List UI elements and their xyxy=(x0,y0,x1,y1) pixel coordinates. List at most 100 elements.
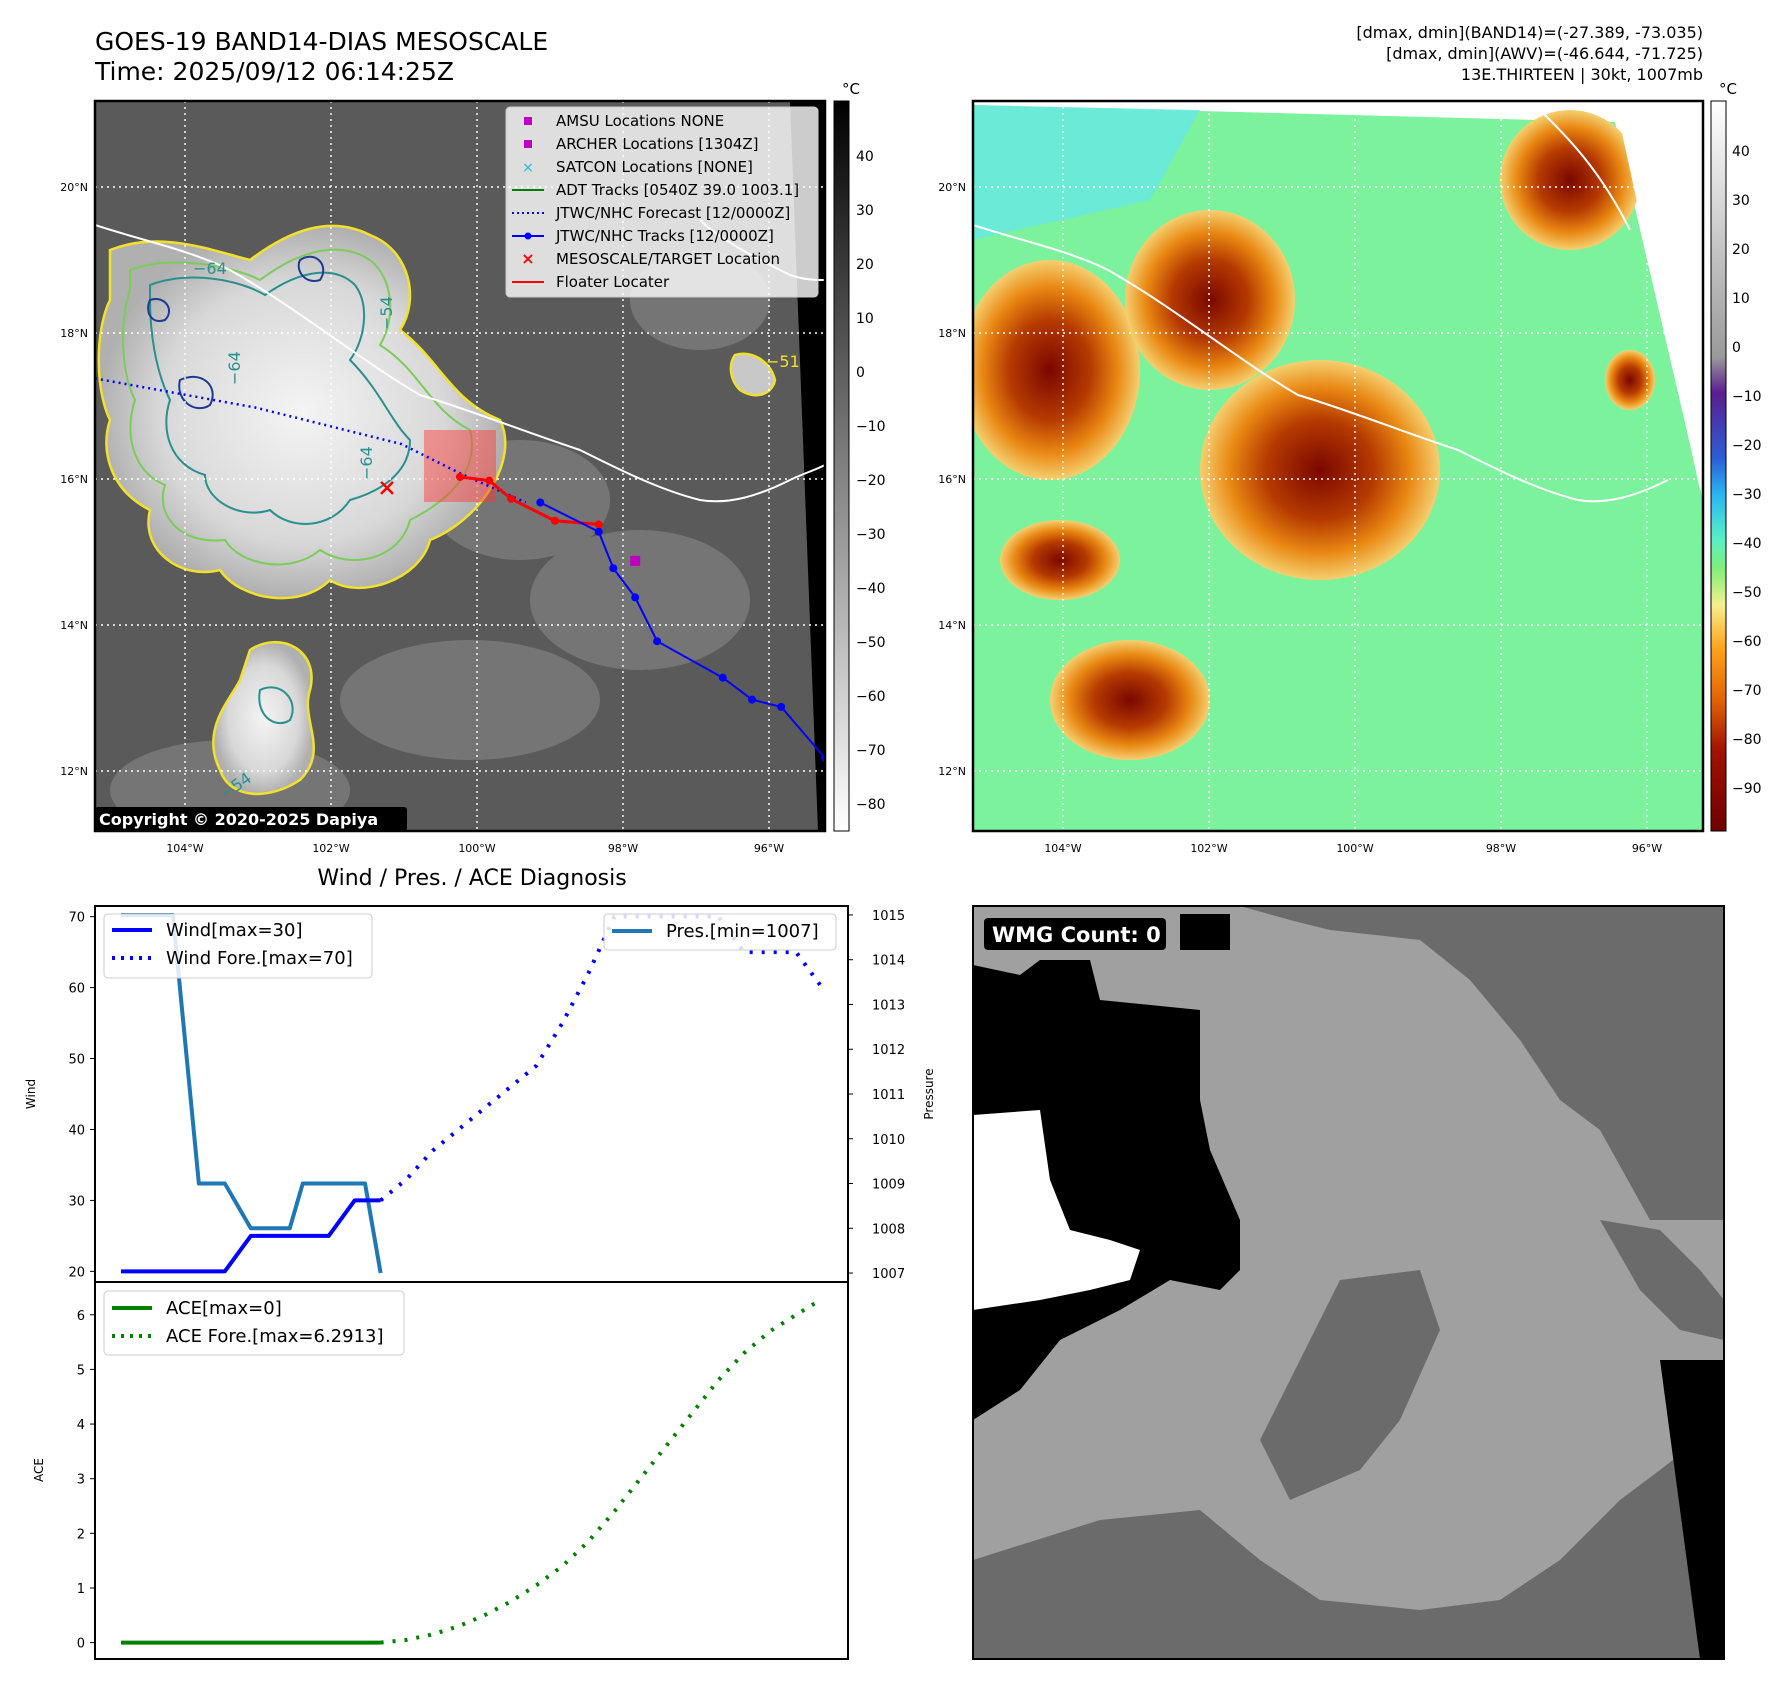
legend-label-floater: Floater Locater xyxy=(556,273,670,291)
legend-label-amsu: AMSU Locations NONE xyxy=(556,112,724,130)
ace-legend: ACE[max=0] ACE Fore.[max=6.2913] xyxy=(103,1290,405,1356)
lat-label: 12°N xyxy=(60,765,88,778)
best-track-point xyxy=(594,527,603,536)
floater-track-point xyxy=(456,472,464,481)
awv-no-data xyxy=(1615,101,1703,490)
lat-label: 20°N xyxy=(938,181,966,194)
contour-label: −51 xyxy=(766,352,800,371)
ir-map-panel: AMSU Locations NONE ARCHER Locations [13… xyxy=(60,80,885,855)
awv-grid xyxy=(973,101,1703,831)
copyright-text: Copyright © 2020-2025 Dapiya xyxy=(99,810,378,829)
colorbar-tick: 20 xyxy=(856,257,874,273)
legend-label-ace: ACE[max=0] xyxy=(166,1298,282,1319)
colorbar-tick: −60 xyxy=(1732,634,1762,650)
colorbar-tick: 30 xyxy=(856,203,874,219)
pressure-axis-label: Pressure xyxy=(922,1068,936,1119)
best-track-point xyxy=(536,498,545,507)
awv-dry-core-west xyxy=(973,260,1140,480)
header: GOES-19 BAND14-DIAS MESOSCALE Time: 2025… xyxy=(94,23,1703,86)
legend-label-adt: ADT Tracks [0540Z 39.0 1003.1] xyxy=(556,181,799,199)
figure-title: GOES-19 BAND14-DIAS MESOSCALE xyxy=(95,27,548,56)
ace-tick-label: 0 xyxy=(77,1637,85,1652)
wmg-frame xyxy=(972,905,1725,1660)
lon-label: 102°W xyxy=(1190,842,1227,855)
wind-legend: Wind[max=30] Wind Fore.[max=70] xyxy=(103,913,373,979)
pressure-tick-label: 1011 xyxy=(872,1088,905,1103)
colorbar-tick: −80 xyxy=(1732,732,1762,748)
legend-label-target: MESOSCALE/TARGET Location xyxy=(556,250,780,268)
ace-tick-label: 1 xyxy=(77,1582,85,1597)
awv-colorbar-unit: °C xyxy=(1719,80,1737,98)
ir-coastline xyxy=(95,224,825,503)
colorbar-tick: −10 xyxy=(856,419,886,435)
band14-range: [dmax, dmin](BAND14)=(-27.389, -73.035) xyxy=(1356,23,1703,42)
diagnosis-title: Wind / Pres. / ACE Diagnosis xyxy=(317,866,626,891)
best-track-point xyxy=(748,695,756,704)
colorbar-tick: −70 xyxy=(856,743,886,759)
ace-axis-label: ACE xyxy=(32,1458,46,1482)
lon-label: 100°W xyxy=(1336,842,1373,855)
ir-map-frame xyxy=(93,99,827,833)
legend-marker-tracks-dot xyxy=(524,232,532,240)
contour-label: −64 xyxy=(193,259,227,278)
lon-label: 104°W xyxy=(166,842,203,855)
best-track-point xyxy=(718,673,727,682)
colorbar-tick: −50 xyxy=(856,635,886,651)
ir-contours xyxy=(122,248,473,725)
legend-label-tracks: JTWC/NHC Tracks [12/0000Z] xyxy=(555,227,774,245)
best-track-point xyxy=(631,593,640,602)
contour-label: −54 xyxy=(377,296,396,330)
ir-floater-box xyxy=(424,430,496,502)
pressure-tick-label: 1013 xyxy=(872,998,905,1013)
pressure-tick-label: 1010 xyxy=(872,1133,905,1148)
wmg-panel: WMG Count: 0 xyxy=(972,905,1725,1660)
awv-dry-core-center xyxy=(1125,210,1295,390)
awv-colorbar-ticks: 40 30 20 10 0 −10 −20 −30 −40 −50 −60 −7… xyxy=(1732,144,1762,797)
wind-tick-label: 70 xyxy=(68,911,85,926)
colorbar-tick: −30 xyxy=(856,527,886,543)
lon-label: 98°W xyxy=(608,842,638,855)
floater-track-point xyxy=(550,516,559,525)
awv-dry-core-south xyxy=(1200,360,1440,580)
best-track-point xyxy=(653,637,662,646)
colorbar-tick: −40 xyxy=(856,581,886,597)
contour-label: −64 xyxy=(225,351,244,385)
wind-forecast-series-line xyxy=(379,914,824,1202)
ir-legend: AMSU Locations NONE ARCHER Locations [13… xyxy=(505,106,819,298)
lon-label: 100°W xyxy=(458,842,495,855)
ir-tracks xyxy=(95,377,825,762)
lat-label: 14°N xyxy=(60,619,88,632)
pressure-tick-label: 1015 xyxy=(872,909,905,924)
awv-dry-core-small xyxy=(1605,350,1655,410)
wind-tick-label: 60 xyxy=(68,982,85,997)
awv-lon-labels: 104°W 102°W 100°W 98°W 96°W xyxy=(1044,842,1662,855)
wind-tick-label: 40 xyxy=(68,1123,85,1138)
ir-lat-labels: 20°N 18°N 16°N 14°N 12°N xyxy=(60,181,88,778)
diagnosis-panel: Wind / Pres. / ACE Diagnosis Wind Pressu… xyxy=(24,866,936,1660)
wind-tick-label: 20 xyxy=(68,1265,85,1280)
colorbar-tick: −80 xyxy=(856,797,886,813)
lat-label: 14°N xyxy=(938,619,966,632)
legend-label-ace-fore: ACE Fore.[max=6.2913] xyxy=(166,1326,384,1347)
legend-label-wind: Wind[max=30] xyxy=(166,920,303,941)
colorbar-tick: −10 xyxy=(1732,389,1762,405)
pressure-tick-label: 1009 xyxy=(872,1178,905,1193)
lat-label: 20°N xyxy=(60,181,88,194)
legend-marker-satcon: × xyxy=(522,160,534,176)
ir-colorbar xyxy=(833,100,850,832)
ace-axes-frame xyxy=(94,1281,849,1660)
pressure-tick-label: 1008 xyxy=(872,1222,905,1237)
colorbar-tick: 40 xyxy=(856,149,874,165)
lat-label: 16°N xyxy=(60,473,88,486)
lon-label: 102°W xyxy=(312,842,349,855)
ace-tick-label: 2 xyxy=(77,1527,85,1542)
wmg-black-regions xyxy=(973,914,1724,1659)
colorbar-tick: −50 xyxy=(1732,585,1762,601)
awv-coastline xyxy=(973,224,1669,503)
diagnosis-plot-area: 7060504030201015101410131012101110101009… xyxy=(68,909,905,1652)
pressure-tick-label: 1014 xyxy=(872,954,905,969)
awv-range: [dmax, dmin](AWV)=(-46.644, -71.725) xyxy=(1386,44,1703,63)
awv-dry-core-lower xyxy=(1050,640,1210,760)
copyright-badge xyxy=(95,807,407,831)
legend-marker-archer xyxy=(524,140,532,148)
